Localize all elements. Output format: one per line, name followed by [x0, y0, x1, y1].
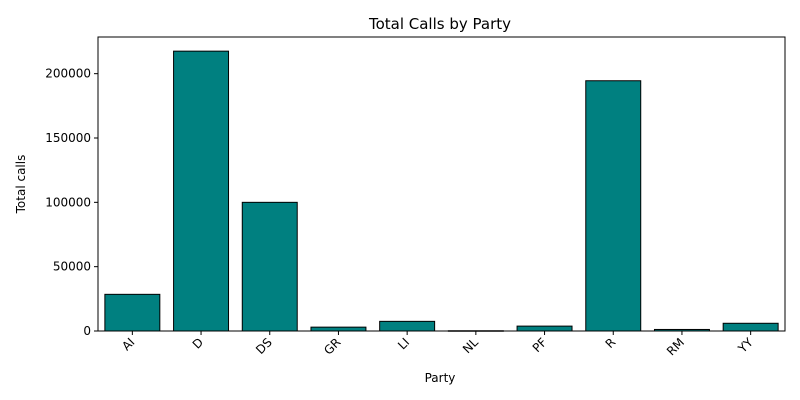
y-tick-label: 50000: [53, 260, 91, 274]
x-axis-label: Party: [425, 371, 456, 385]
x-tick-label-li: LI: [395, 335, 412, 352]
bar-ds: [241, 201, 298, 332]
x-tick-label-ai: AI: [119, 335, 137, 353]
bar-yy: [722, 322, 779, 332]
x-tick-label-rm: RM: [664, 335, 687, 358]
x-tick-label-gr: GR: [321, 335, 343, 357]
y-tick-label: 100000: [45, 195, 91, 209]
chart-title: Total Calls by Party: [368, 15, 511, 33]
x-tick-label-pf: PF: [530, 335, 550, 355]
bar-gr: [310, 326, 367, 332]
x-axis: AI D DS GR LI NL PF R RM YY: [119, 331, 756, 358]
plot-frame: [97, 36, 786, 332]
bar-d: [173, 50, 230, 332]
x-tick-label-r: R: [603, 335, 619, 351]
x-tick-label-d: D: [190, 335, 206, 351]
bar-ai: [104, 293, 161, 332]
x-tick-label-yy: YY: [735, 335, 756, 356]
y-axis-label: Total calls: [14, 155, 28, 215]
y-tick-label: 200000: [45, 67, 91, 81]
bar-r: [585, 80, 642, 332]
x-tick-label-nl: NL: [460, 335, 481, 356]
y-axis: 0 50000 100000 150000 200000: [45, 67, 98, 338]
y-tick-label: 0: [83, 324, 91, 338]
bar-pf: [516, 325, 573, 332]
bars-group: [104, 50, 779, 332]
y-tick-label: 150000: [45, 131, 91, 145]
x-tick-label-ds: DS: [253, 335, 275, 357]
bar-li: [379, 320, 436, 332]
